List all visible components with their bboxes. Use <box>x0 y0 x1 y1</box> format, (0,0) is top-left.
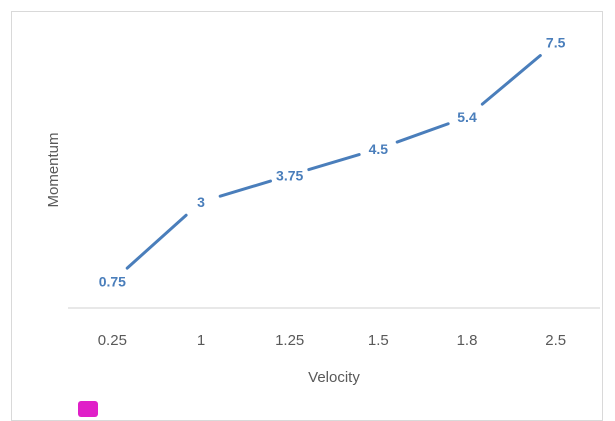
series-line-segment <box>395 122 450 144</box>
chart-frame <box>11 11 603 421</box>
series-line-segment <box>125 213 188 270</box>
line-chart: 0.75 3 3.75 4.5 5.4 7.5 0.25 1 1.25 1.5 1.8 2.5 Ve… <box>45 35 600 386</box>
data-label: 7.5 <box>546 35 566 51</box>
x-tick-labels: 0.25 1 1.25 1.5 1.8 2.5 <box>98 332 566 349</box>
x-axis-title: Velocity <box>308 369 360 386</box>
data-label: 4.5 <box>369 141 389 157</box>
data-label: 5.4 <box>457 109 477 125</box>
data-label: 0.75 <box>99 273 126 289</box>
x-tick-label: 0.25 <box>98 332 127 349</box>
series-line-segment <box>307 153 361 172</box>
x-tick-label: 1.5 <box>368 332 389 349</box>
y-axis-title: Momentum <box>45 132 62 207</box>
series-line-group: 0.75 3 3.75 4.5 5.4 7.5 <box>99 35 566 290</box>
series-line-segment <box>480 54 542 106</box>
x-tick-label: 1 <box>197 332 205 349</box>
data-label: 3 <box>197 194 205 210</box>
x-tick-label: 1.25 <box>275 332 304 349</box>
legend-swatch <box>78 401 98 417</box>
x-tick-label: 1.8 <box>457 332 478 349</box>
series-line-segment <box>218 179 273 198</box>
x-tick-label: 2.5 <box>545 332 566 349</box>
data-label: 3.75 <box>276 167 303 183</box>
